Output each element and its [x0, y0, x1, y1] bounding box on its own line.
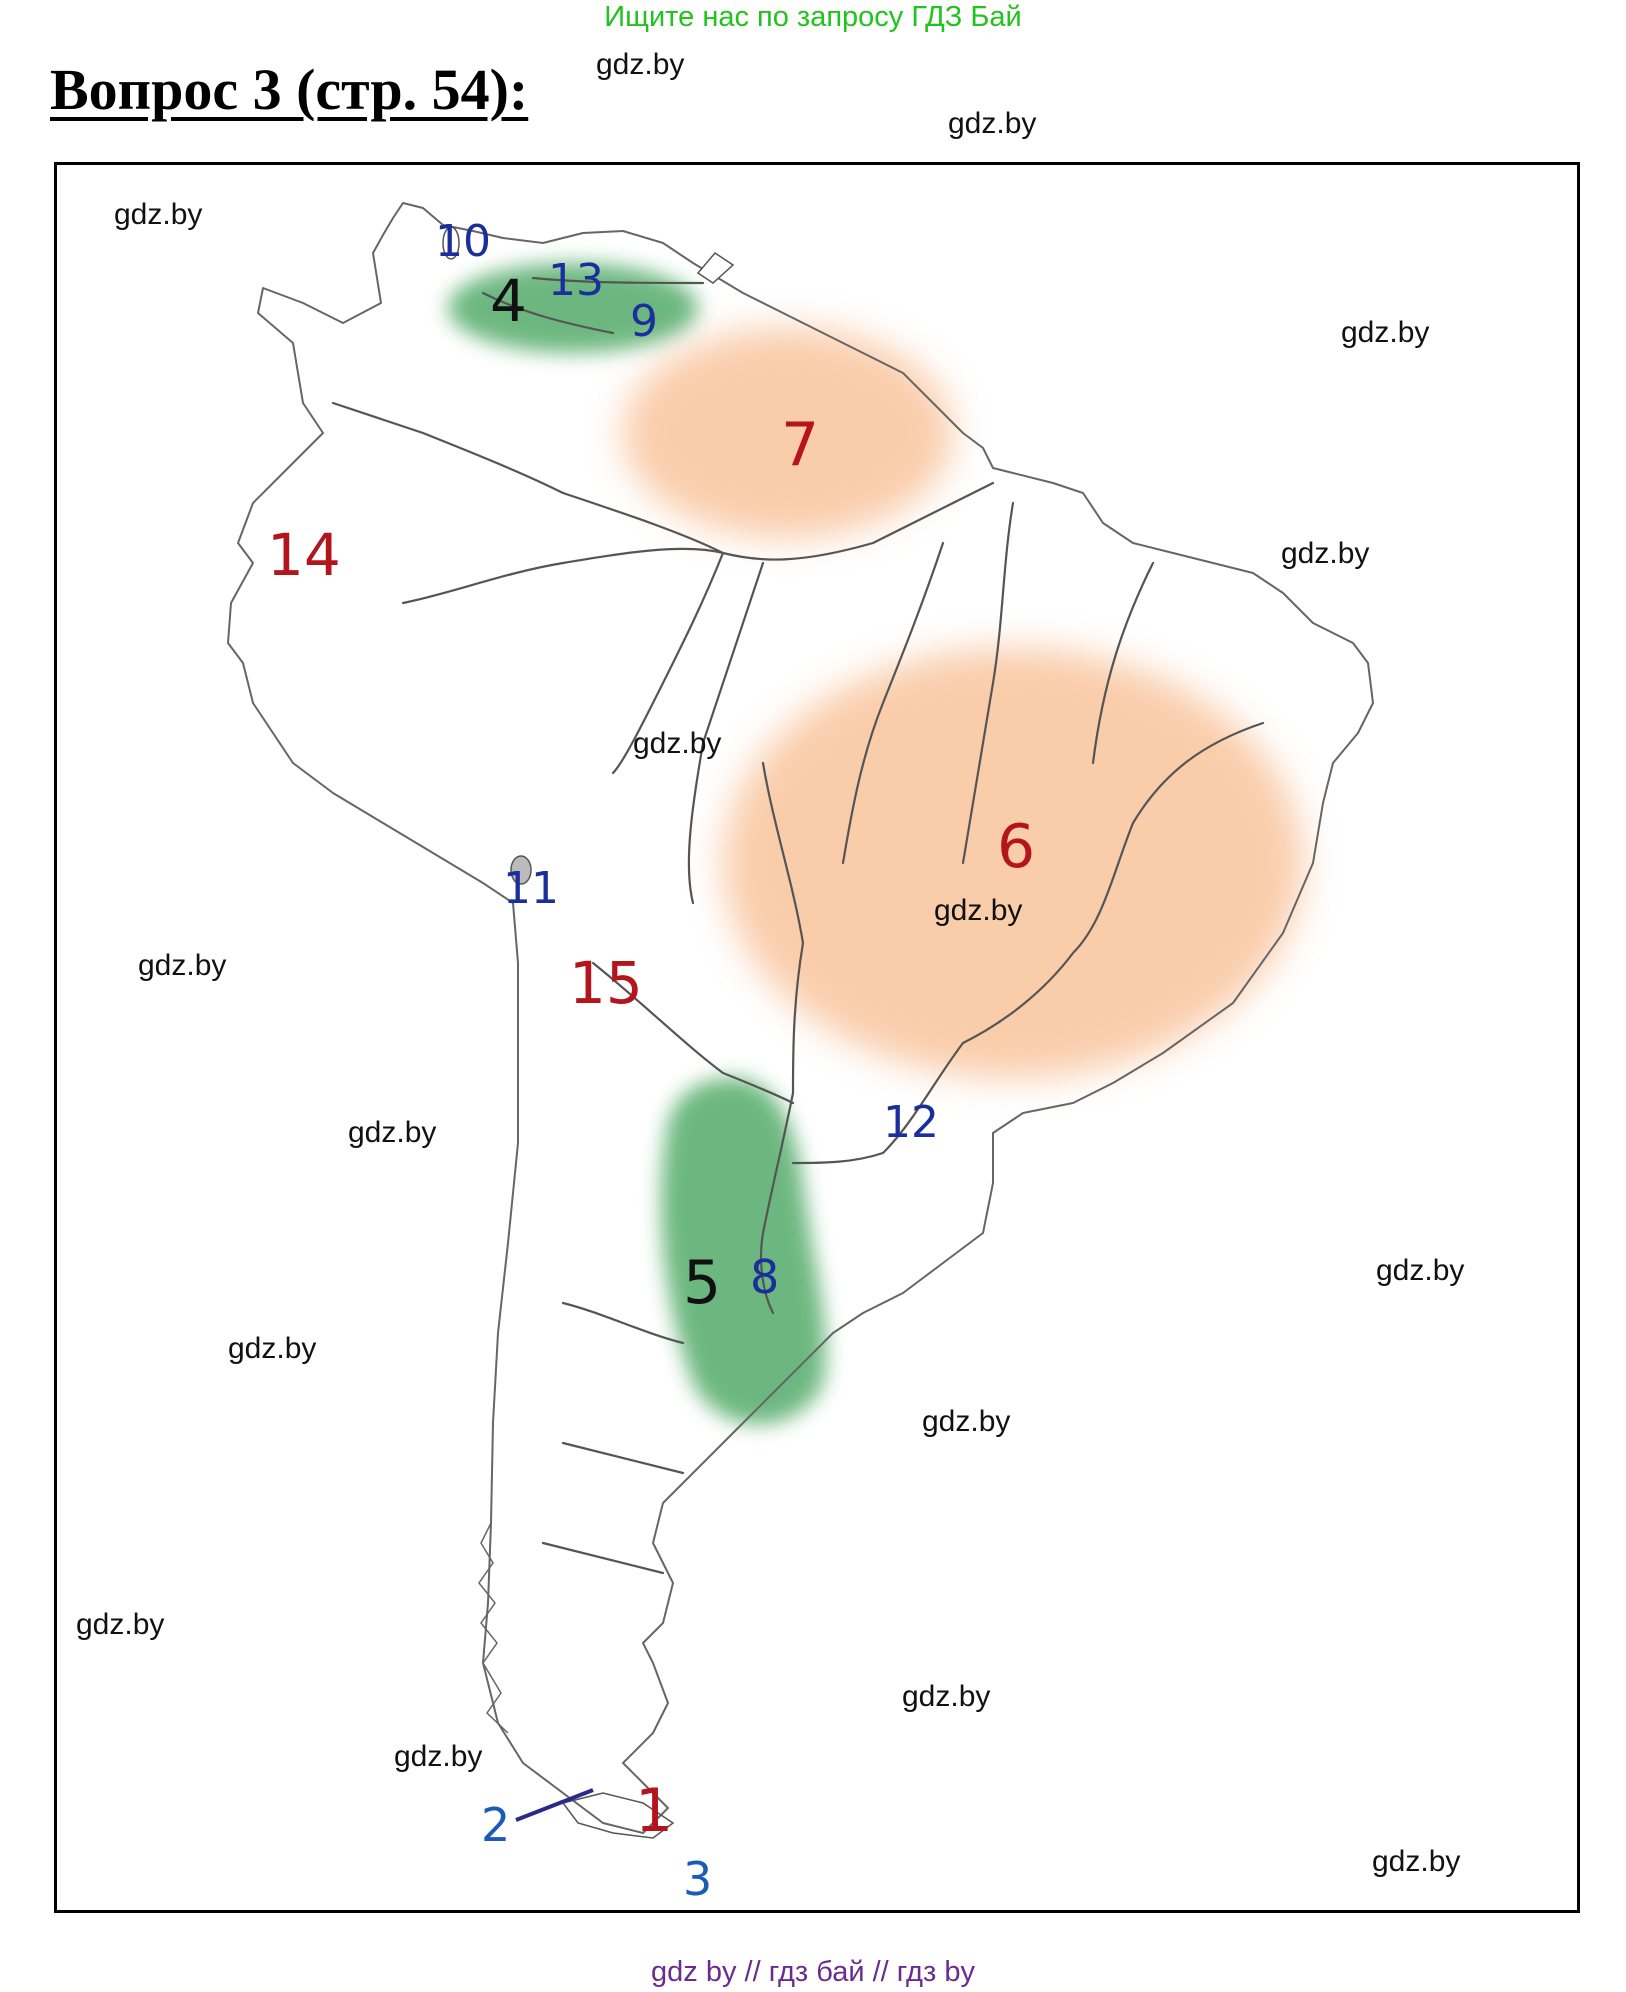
- watermark: gdz.by: [922, 1405, 1011, 1438]
- label-15: 15: [569, 949, 643, 1017]
- label-2: 2: [481, 1798, 510, 1852]
- watermark: gdz.by: [76, 1608, 165, 1641]
- label-14: 14: [267, 521, 341, 589]
- watermark: gdz.by: [934, 894, 1023, 927]
- watermark: gdz.by: [228, 1332, 317, 1365]
- watermark: gdz.by: [348, 1116, 437, 1149]
- label-4: 4: [490, 267, 527, 335]
- label-1: 1: [635, 1776, 673, 1846]
- label-6: 6: [997, 812, 1035, 882]
- watermark: gdz.by: [394, 1740, 483, 1773]
- map-labels: 1 2 3 4 5 6 7 8 9 10 11 12 13 14 15: [267, 216, 1035, 1906]
- fjord-coast: [478, 1522, 509, 1734]
- watermark: gdz.by: [902, 1680, 991, 1713]
- watermark: gdz.by: [596, 48, 685, 81]
- watermark: gdz.by: [1341, 316, 1430, 349]
- page-title: Вопрос 3 (стр. 54):: [50, 57, 529, 122]
- label-7: 7: [781, 410, 819, 480]
- watermark: gdz.by: [1281, 537, 1370, 570]
- lake-titicaca: [510, 855, 532, 885]
- continent-outline: [227, 202, 1374, 1834]
- tierra-del-fuego: [561, 1792, 675, 1839]
- watermark: gdz.by: [633, 727, 722, 760]
- label-12: 12: [883, 1097, 939, 1148]
- drake-passage-line: [515, 1788, 594, 1822]
- watermark: gdz.by: [948, 107, 1037, 140]
- region-la-plata-lowland: [661, 1077, 826, 1425]
- promo-banner[interactable]: Ищите нас по запросу ГДЗ Бай: [604, 1, 1022, 33]
- region-orinoco-lowland: [448, 263, 698, 353]
- label-3: 3: [683, 1852, 712, 1906]
- label-9: 9: [630, 296, 658, 347]
- label-13: 13: [548, 255, 604, 306]
- watermark: gdz.by: [1376, 1254, 1465, 1287]
- orinoco-delta: [696, 252, 735, 284]
- watermark: gdz.by: [114, 198, 203, 231]
- map-frame: 1 2 3 4 5 6 7 8 9 10 11 12 13 14 15 gdz.…: [54, 162, 1580, 1913]
- watermark: gdz.by: [138, 949, 227, 982]
- watermark: gdz.by: [1372, 1845, 1461, 1878]
- label-11: 11: [503, 863, 559, 914]
- footer-links[interactable]: gdz by // гдз бай // гдз by: [651, 1956, 975, 1988]
- south-america-map: 1 2 3 4 5 6 7 8 9 10 11 12 13 14 15: [227, 202, 1374, 1906]
- label-8: 8: [750, 1250, 779, 1304]
- label-10: 10: [435, 216, 491, 267]
- region-guiana-highlands: [623, 328, 953, 538]
- rivers: [331, 276, 1265, 1575]
- region-brazilian-highlands: [723, 648, 1303, 1078]
- lake-maracaibo: [442, 226, 460, 260]
- label-5: 5: [683, 1248, 721, 1318]
